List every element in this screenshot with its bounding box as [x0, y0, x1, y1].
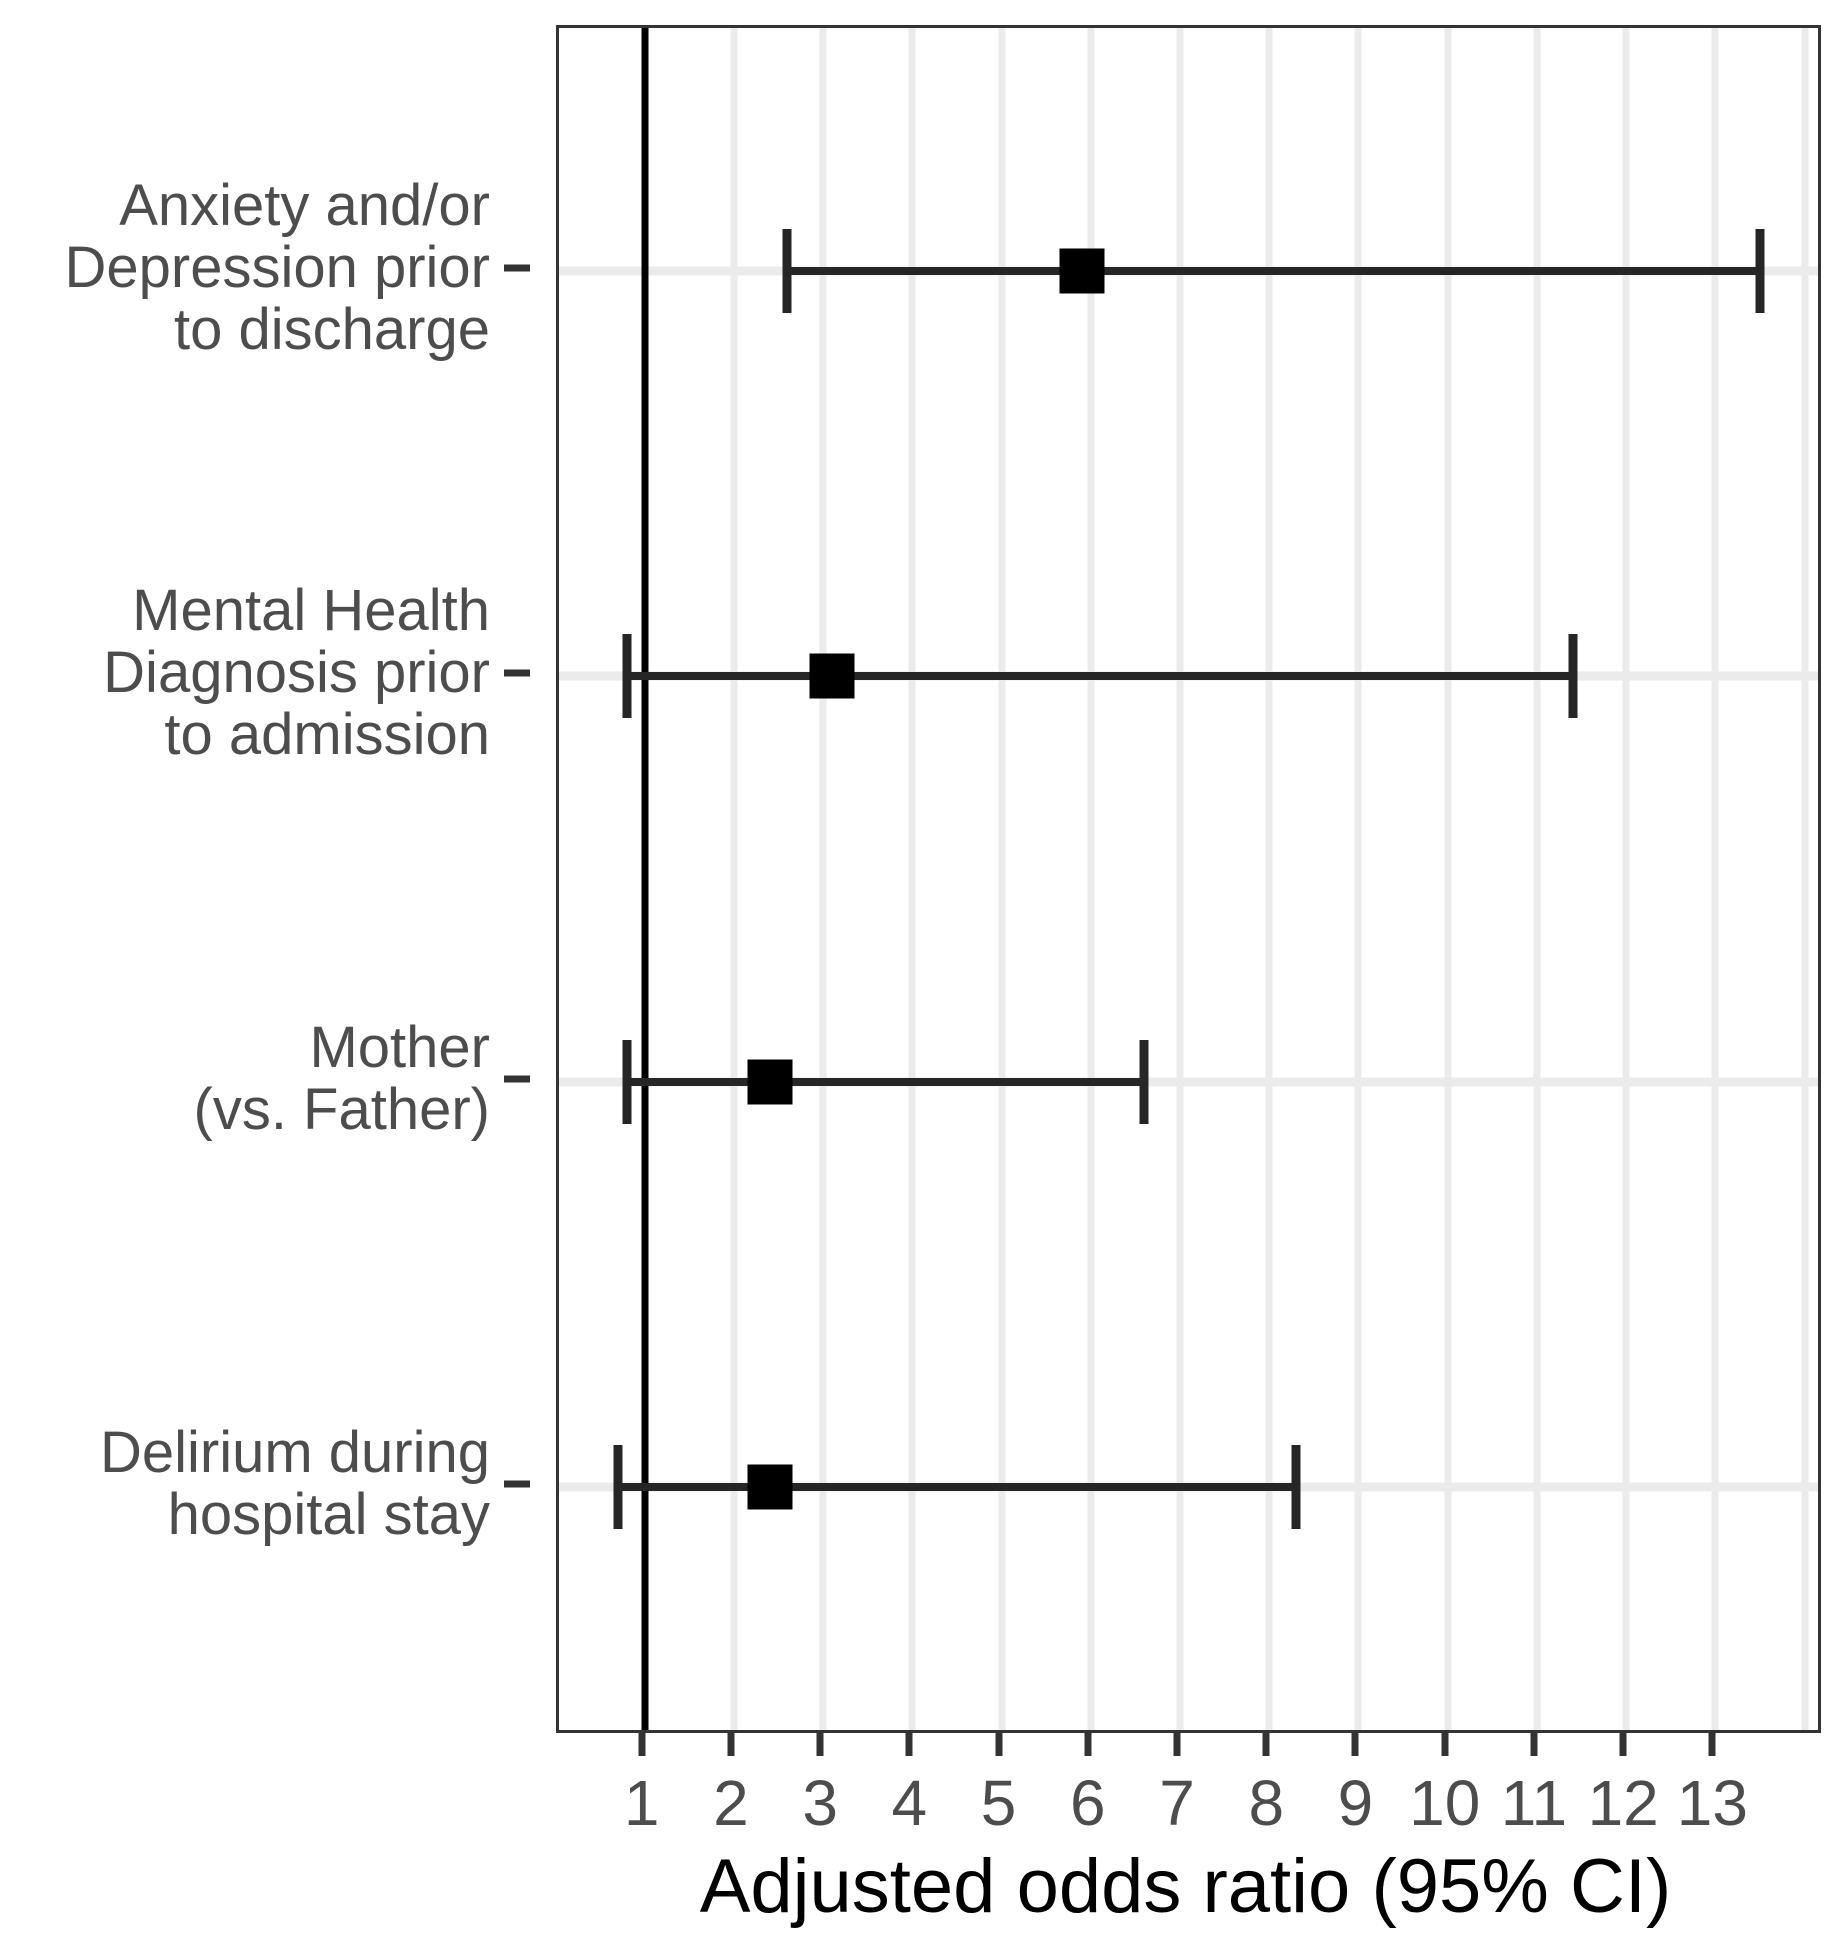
error-bar-cap-high — [1755, 229, 1765, 314]
plot-panel — [556, 25, 1821, 1733]
row-label: Mother (vs. Father) — [0, 1014, 491, 1142]
x-axis-tick — [1173, 1730, 1181, 1756]
x-axis-tick — [1708, 1730, 1716, 1756]
vertical-gridline — [1533, 28, 1541, 1730]
vertical-gridline — [1265, 28, 1273, 1730]
odds-ratio-point — [1059, 248, 1105, 294]
error-bar-cap-low — [782, 229, 792, 314]
horizontal-gridline — [559, 1077, 1818, 1087]
row-label-line: Mother — [309, 1014, 490, 1080]
x-tick-label: 3 — [802, 1767, 838, 1839]
x-axis-tick — [816, 1730, 824, 1756]
x-tick-label: 2 — [713, 1767, 749, 1839]
error-bar-cap-high — [1291, 1444, 1301, 1529]
y-axis-tick — [504, 1480, 530, 1488]
x-tick-label: 6 — [1069, 1767, 1106, 1839]
row-label-line: to admission — [164, 702, 490, 768]
x-tick-label: 8 — [1248, 1767, 1285, 1839]
x-tick-label: 13 — [1676, 1767, 1748, 1839]
row-label: Mental Health Diagnosis prior to admission — [0, 580, 490, 766]
x-axis-tick — [1262, 1730, 1270, 1756]
row-label-line: to discharge — [174, 297, 490, 363]
row-label-line: Diagnosis prior — [103, 640, 490, 706]
odds-ratio-point — [747, 1464, 793, 1510]
row-label-line: hospital stay — [167, 1481, 490, 1547]
x-axis-tick — [727, 1730, 735, 1756]
x-axis-tick — [905, 1730, 913, 1756]
error-bar — [626, 672, 1573, 681]
vertical-gridline — [1444, 28, 1452, 1730]
x-tick-label: 4 — [891, 1767, 928, 1839]
error-bar — [626, 1077, 1145, 1086]
x-tick-label: 9 — [1337, 1767, 1374, 1839]
x-axis-tick — [638, 1730, 646, 1756]
x-tick-label: 7 — [1159, 1767, 1195, 1839]
row-label-line: Delirium during — [99, 1419, 490, 1485]
y-axis-tick — [504, 264, 530, 272]
error-bar-cap-low — [613, 1444, 623, 1529]
x-axis-tick — [1351, 1730, 1359, 1756]
row-label-line: Anxiety and/or — [119, 173, 490, 239]
x-axis-tick — [1084, 1730, 1092, 1756]
odds-ratio-point — [809, 653, 855, 699]
row-label-line: Depression prior — [64, 235, 490, 301]
error-bar-cap-high — [1139, 1039, 1149, 1124]
error-bar-cap-high — [1568, 634, 1578, 719]
error-bar — [787, 267, 1760, 276]
vertical-gridline — [730, 28, 738, 1730]
x-tick-label: 5 — [980, 1767, 1017, 1839]
error-bar — [617, 1482, 1296, 1491]
x-axis-tick — [1441, 1730, 1449, 1756]
odds-ratio-point — [747, 1059, 793, 1105]
x-axis-tick — [995, 1730, 1003, 1756]
x-tick-label: 11 — [1500, 1767, 1568, 1839]
row-label: Anxiety and/or Depression prior to dischar… — [0, 175, 490, 361]
row-label-line: (vs. Father) — [193, 1076, 491, 1142]
vertical-gridline — [1801, 28, 1809, 1730]
reference-line — [641, 28, 649, 1730]
x-axis-title: Adjusted odds ratio (95% CI) — [699, 1844, 1672, 1929]
x-axis-tick — [1530, 1730, 1538, 1756]
vertical-gridline — [819, 28, 827, 1730]
vertical-gridline — [1622, 28, 1630, 1730]
vertical-gridline — [1354, 28, 1362, 1730]
vertical-gridline — [1176, 28, 1184, 1730]
x-axis-tick — [1619, 1730, 1627, 1756]
row-label: Delirium during hospital stay — [0, 1419, 490, 1547]
vertical-gridline — [998, 28, 1006, 1730]
row-label-line: Mental Health — [132, 578, 490, 644]
y-axis-tick — [504, 669, 530, 677]
vertical-gridline — [908, 28, 916, 1730]
x-tick-label: 10 — [1409, 1767, 1481, 1839]
y-axis-tick — [504, 1075, 530, 1083]
y-axis-labels: Anxiety and/or Depression prior to dischar… — [0, 25, 530, 1727]
vertical-gridline — [1711, 28, 1719, 1730]
x-axis: 1 2 3 4 5 6 7 8 9 10 11 12 13 — [556, 1730, 1815, 1940]
x-tick-label: 12 — [1587, 1767, 1659, 1839]
error-bar-cap-low — [622, 634, 632, 719]
vertical-gridline — [1087, 28, 1095, 1730]
error-bar-cap-low — [622, 1039, 632, 1124]
x-tick-label: 1 — [623, 1767, 660, 1839]
